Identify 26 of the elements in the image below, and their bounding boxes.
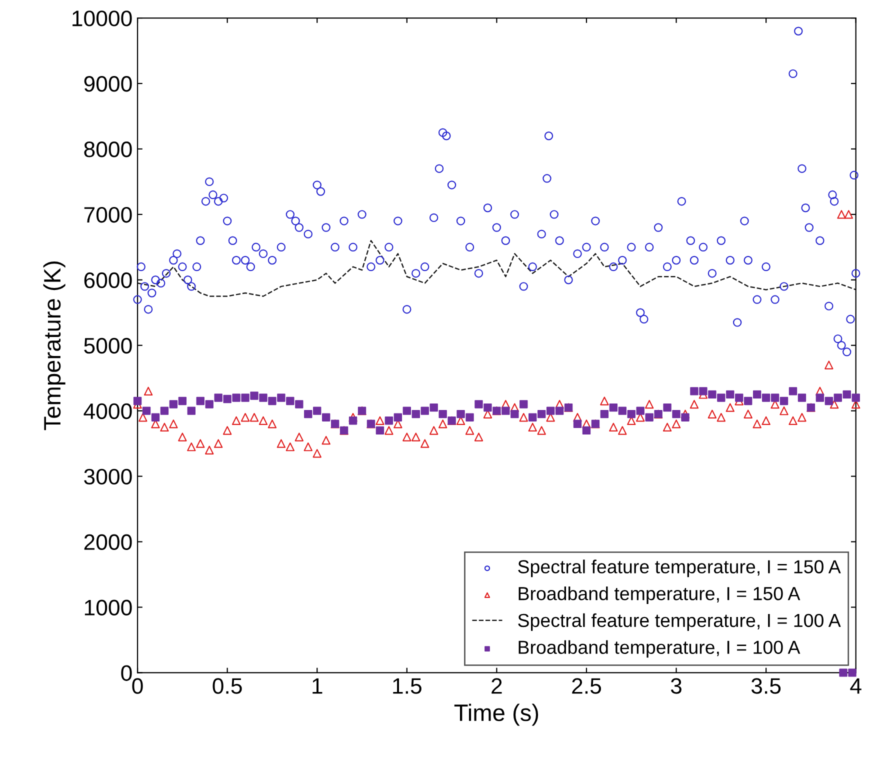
- x-tick-label: 2.5: [572, 678, 601, 694]
- y-tick-label: 2000: [84, 534, 132, 550]
- legend-label: Broadband temperature, I = 100 A: [518, 640, 800, 658]
- x-tick-label: 3.5: [751, 678, 781, 694]
- legend-label: Spectral feature temperature, I = 100 A: [518, 613, 841, 631]
- x-tick-label: 0.5: [212, 678, 242, 694]
- y-tick-label: 5000: [84, 338, 132, 354]
- y-tick-label: 8000: [84, 141, 132, 158]
- x-tick-label: 2: [492, 678, 502, 694]
- y-axis-title: Temperature (K): [43, 262, 66, 430]
- y-tick-label: 3000: [84, 468, 132, 485]
- y-tick-label: 1000: [84, 600, 132, 616]
- x-tick-label: 0: [132, 678, 143, 694]
- y-tick-label: 9000: [84, 76, 132, 92]
- y-tick-label: 7000: [84, 206, 132, 223]
- legend-label: Broadband temperature, I = 150 A: [518, 586, 800, 604]
- x-tick-label: 3: [670, 678, 682, 694]
- y-tick-label: 6000: [84, 272, 132, 288]
- y-tick-label: 0: [121, 665, 132, 681]
- x-axis-title: Time (s): [454, 704, 538, 726]
- x-tick-label: 1.5: [393, 678, 422, 694]
- legend-label: Spectral feature temperature, I = 150 A: [518, 560, 841, 578]
- x-tick-label: 4: [850, 678, 862, 694]
- x-tick-label: 1: [312, 678, 322, 694]
- y-tick-label: 4000: [84, 403, 132, 420]
- y-tick-label: 10000: [72, 10, 132, 26]
